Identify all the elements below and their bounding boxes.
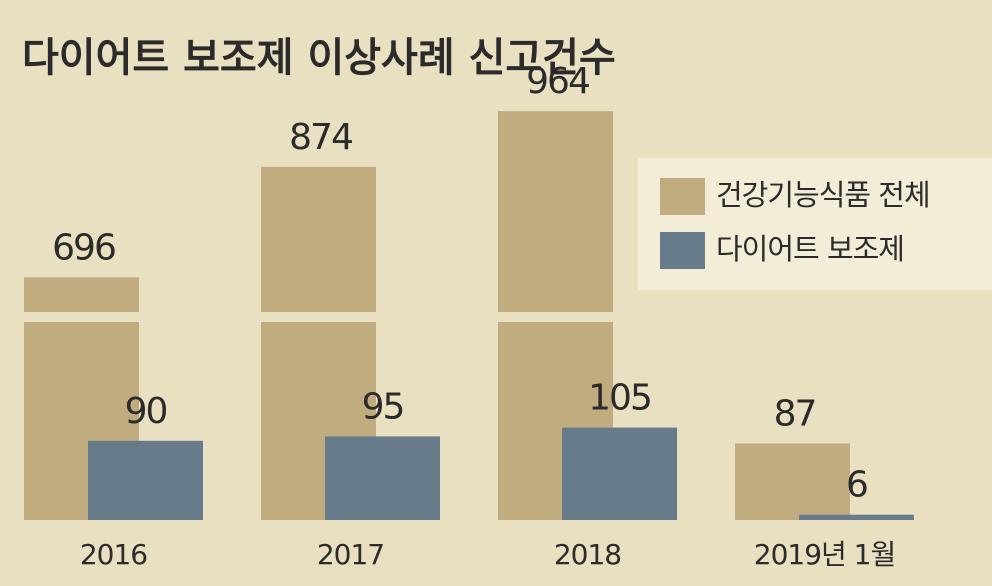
bar: [735, 443, 850, 520]
chart-title: 다이어트 보조제 이상사례 신고건수: [22, 35, 616, 81]
x-tick-label: 2016: [80, 538, 147, 571]
value-label: 90: [125, 391, 167, 432]
bar: [498, 111, 613, 520]
bar-upper: [498, 111, 613, 313]
value-label: 696: [52, 227, 115, 268]
value-label: 964: [526, 61, 589, 102]
value-label: 874: [289, 117, 352, 158]
bar: [325, 436, 440, 520]
bar: [261, 166, 376, 520]
legend-swatch: [660, 232, 705, 269]
legend-label: 건강기능식품 전체: [716, 178, 930, 212]
legend-swatch: [660, 178, 705, 215]
bar: [799, 514, 914, 520]
x-tick-label: 2019년 1월: [754, 538, 896, 571]
bar-upper: [261, 166, 376, 312]
bar: [562, 427, 677, 520]
x-tick-label: 2018: [554, 538, 621, 571]
bar-upper: [24, 277, 139, 312]
bar: [88, 440, 203, 520]
value-label: 95: [362, 386, 404, 427]
value-label: 105: [588, 378, 651, 419]
value-label: 6: [846, 465, 867, 506]
x-tick-label: 2017: [317, 538, 384, 571]
value-label: 87: [774, 393, 816, 434]
legend-label: 다이어트 보조제: [716, 232, 904, 266]
